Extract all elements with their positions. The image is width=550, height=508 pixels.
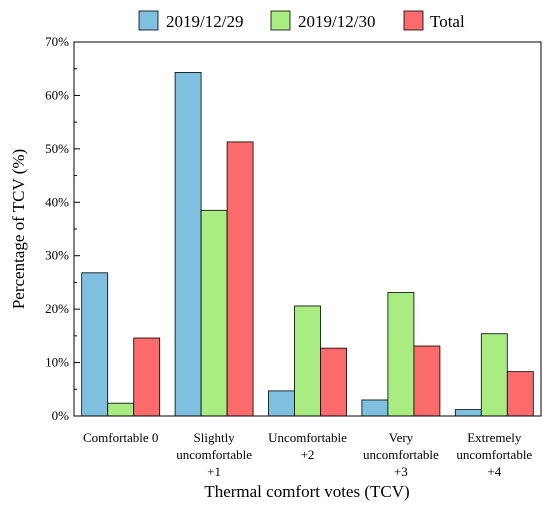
bar-2019-12-29 [361,399,389,417]
bar-2019-12-30 [294,305,321,417]
x-axis-title: Thermal comfort votes (TCV) [204,482,409,501]
x-category-label: Comfortable 0 [83,430,158,445]
y-tick-label: 20% [45,301,69,316]
x-category-label: Very uncomfortable +3 [363,430,439,479]
y-tick-label: 0% [52,408,70,423]
y-axis: 0% 10% 20% 30% 40% 50% 60% 70% [45,34,80,423]
bar-2019-12-30 [480,333,508,417]
bar-total [506,371,534,417]
legend-swatch [270,10,291,31]
bar-2019-12-29 [268,390,295,417]
legend: 2019/12/29 2019/12/30 Total [138,10,465,31]
x-category-label: Extremely uncomfortable +4 [456,430,532,479]
bar-total [320,347,347,417]
bar-2019-12-30 [107,402,135,417]
y-tick-label: 60% [45,87,69,102]
bar-2019-12-29 [81,272,109,417]
bar-2019-12-30 [200,209,228,417]
legend-swatch [138,10,159,31]
y-tick-label: 70% [45,34,69,49]
y-tick-label: 50% [45,141,69,156]
bar-total [226,141,254,417]
legend-swatch [403,10,424,31]
legend-label: Total [430,12,465,31]
legend-label: 2019/12/29 [166,12,243,31]
x-category-label: Slightly uncomfortable +1 [176,430,252,479]
y-tick-label: 10% [45,355,69,370]
bar-total [133,337,161,417]
x-category-label: Uncomfortable +2 [268,430,347,462]
bar-2019-12-29 [174,72,202,417]
x-axis: Comfortable 0 Slightly uncomfortable +1 Unco… [83,430,532,479]
bars [81,72,534,417]
bar-total [413,345,441,417]
y-tick-label: 40% [45,194,69,209]
bar-2019-12-30 [387,292,415,417]
y-axis-title: Percentage of TCV (%) [9,149,28,309]
legend-label: 2019/12/30 [298,12,375,31]
y-tick-label: 30% [45,248,69,263]
bar-2019-12-29 [454,409,482,417]
